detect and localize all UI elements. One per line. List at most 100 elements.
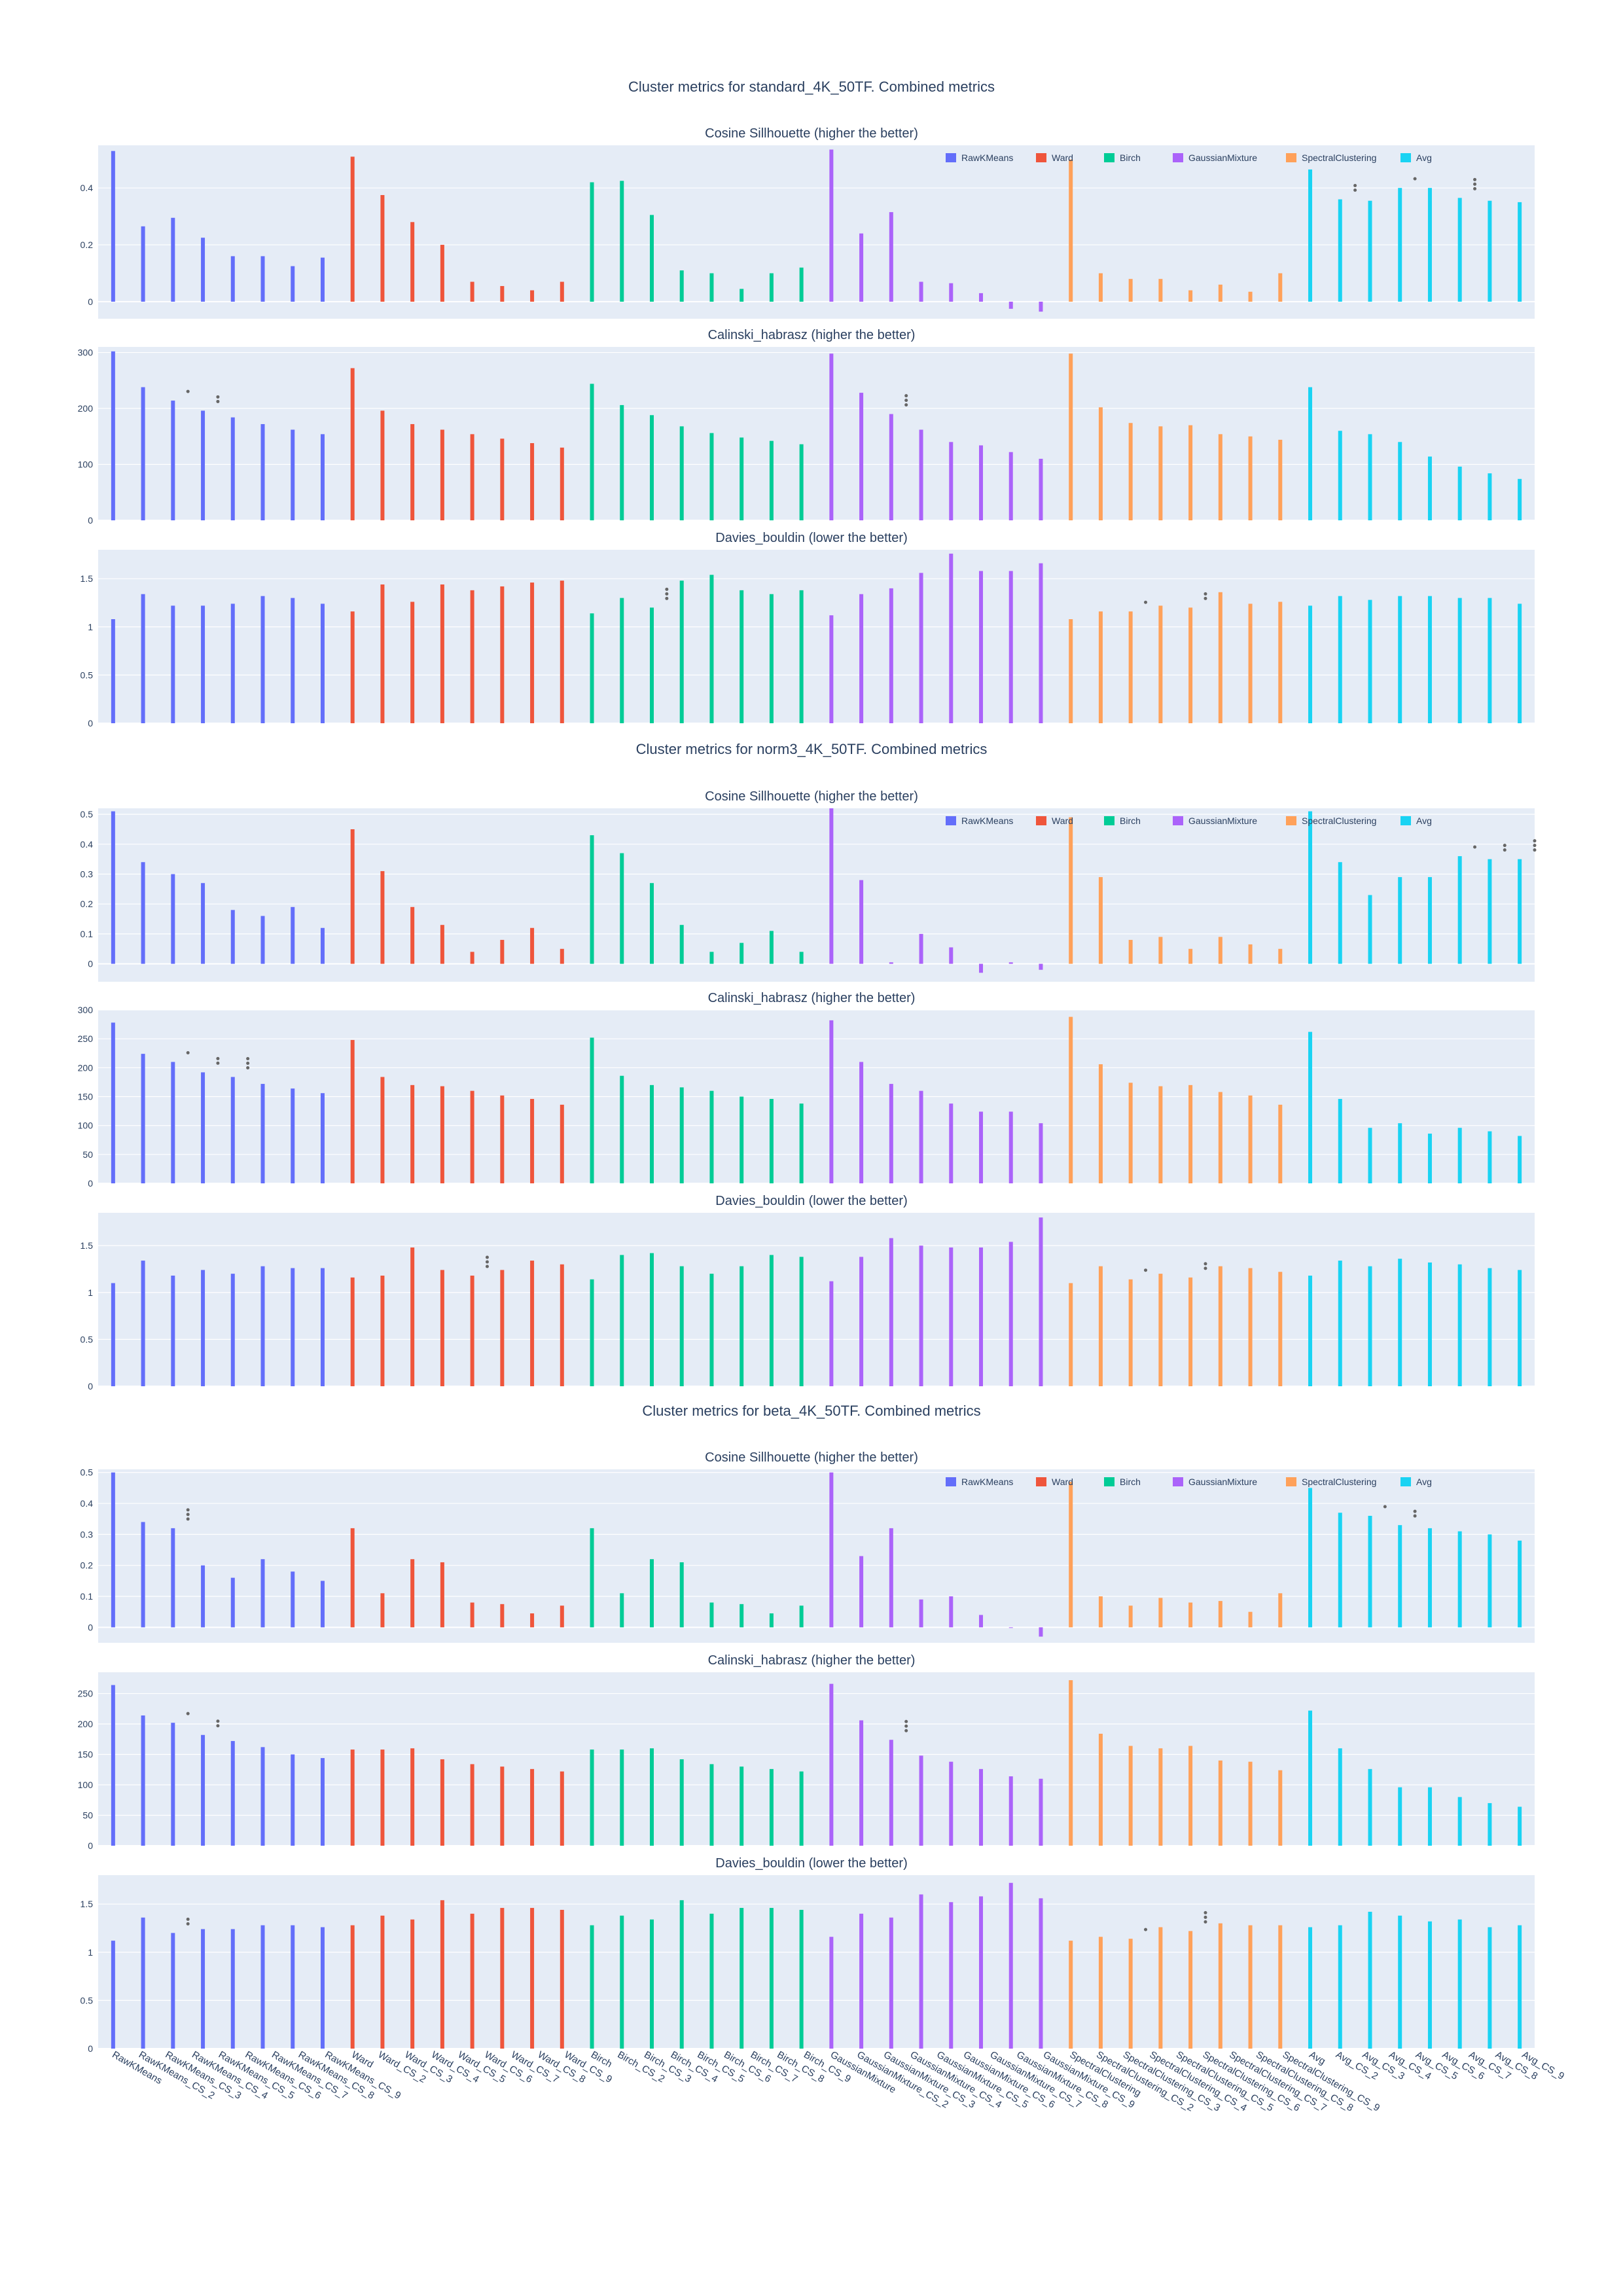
legend-swatch-Avg [1400,1477,1411,1486]
bar-GaussianMixture-28 [949,947,954,964]
legend-label-RawKMeans: RawKMeans [961,816,1013,826]
bar-RawKMeans-7 [320,1927,325,2049]
legend-label-Birch: Birch [1120,152,1141,163]
y-tick-label: 200 [78,1062,94,1073]
y-tick-label: 0 [88,296,93,307]
significance-marker [1503,848,1507,852]
bar-Ward-13 [500,1908,505,2049]
legend-label-Avg: Avg [1416,1477,1432,1487]
significance-marker [904,1719,908,1723]
significance-marker [186,1517,190,1521]
significance-marker [1413,177,1417,181]
bar-Avg-41 [1338,1925,1342,2049]
bar-Ward-10 [410,1085,415,1183]
bar-Birch-16 [590,1279,594,1386]
bar-Ward-9 [380,1275,385,1386]
legend-swatch-GaussianMixture [1173,153,1183,162]
bar-Avg-43 [1398,1259,1402,1386]
bar-Ward-13 [500,940,505,964]
bar-RawKMeans-7 [320,257,325,302]
bar-RawKMeans-7 [320,1268,325,1386]
bar-Avg-46 [1488,1927,1492,2049]
bar-Birch-21 [740,1908,744,2049]
significance-marker [1533,839,1537,843]
bar-RawKMeans-2 [171,605,175,723]
bar-GaussianMixture-27 [919,281,923,302]
bar-GaussianMixture-27 [919,1894,923,2049]
bar-SpectralClustering-34 [1128,940,1133,964]
bar-Avg-45 [1457,1128,1462,1183]
bar-RawKMeans-3 [201,410,205,520]
bar-Ward-8 [350,1749,355,1846]
bar-RawKMeans-4 [230,1274,235,1386]
bar-GaussianMixture-28 [949,1103,954,1183]
legend-swatch-Birch [1104,153,1115,162]
bar-RawKMeans-7 [320,1758,325,1846]
bar-GaussianMixture-27 [919,933,923,964]
y-tick-label: 0.4 [80,1498,94,1509]
bar-Ward-9 [380,195,385,302]
bar-GaussianMixture-27 [919,573,923,723]
bar-Ward-15 [560,281,564,302]
bar-Birch-21 [740,437,744,520]
bar-SpectralClustering-33 [1098,407,1103,520]
bar-GaussianMixture-29 [979,1768,984,1846]
bar-Ward-10 [410,1247,415,1386]
bar-Ward-14 [530,290,535,302]
bar-GaussianMixture-31 [1039,1123,1043,1183]
bar-Ward-13 [500,586,505,723]
bar-GaussianMixture-25 [859,393,864,520]
legend-label-Ward: Ward [1052,816,1073,826]
y-tick-label: 250 [78,1689,94,1699]
bar-SpectralClustering-37 [1218,592,1222,723]
bar-Avg-45 [1457,1919,1462,2049]
bar-Avg-43 [1398,1787,1402,1846]
bar-Birch-17 [620,1915,624,2049]
bar-SpectralClustering-35 [1158,1748,1163,1846]
bar-Birch-16 [590,384,594,520]
bar-Ward-9 [380,1593,385,1628]
bar-Ward-12 [470,1090,474,1183]
bar-GaussianMixture-31 [1039,301,1043,312]
bar-Ward-11 [440,1900,444,2049]
bar-SpectralClustering-38 [1248,1761,1253,1846]
bar-Ward-14 [530,1908,535,2049]
bar-Ward-8 [350,156,355,302]
bar-Avg-42 [1368,1266,1372,1386]
significance-marker [216,1056,220,1060]
bar-RawKMeans-3 [201,883,205,964]
bar-Birch-20 [709,1764,714,1846]
bar-Avg-47 [1518,1806,1522,1846]
bar-Birch-22 [769,594,774,723]
legend-label-Ward: Ward [1052,152,1073,163]
bar-Avg-40 [1308,1927,1313,2049]
bar-GaussianMixture-28 [949,1761,954,1846]
bar-Avg-45 [1457,466,1462,520]
bar-Ward-9 [380,870,385,964]
bar-Avg-40 [1308,1275,1313,1386]
y-tick-label: 0.1 [80,929,94,939]
y-tick-label: 0.1 [80,1591,94,1602]
bar-RawKMeans-0 [111,151,115,302]
bar-GaussianMixture-30 [1008,962,1013,964]
bar-Avg-44 [1427,1921,1432,2049]
significance-marker [1144,1268,1148,1272]
bar-GaussianMixture-31 [1039,1627,1043,1637]
bar-SpectralClustering-34 [1128,1746,1133,1846]
bar-SpectralClustering-33 [1098,877,1103,964]
bar-SpectralClustering-36 [1188,1746,1193,1846]
y-tick-label: 50 [82,1810,93,1821]
bar-SpectralClustering-39 [1278,1593,1283,1628]
bar-RawKMeans-7 [320,603,325,723]
bar-Ward-14 [530,443,535,520]
bar-SpectralClustering-32 [1069,159,1073,302]
bar-SpectralClustering-37 [1218,1601,1222,1628]
bar-RawKMeans-7 [320,1581,325,1628]
bar-RawKMeans-6 [291,906,295,964]
bar-Birch-17 [620,853,624,964]
bar-SpectralClustering-34 [1128,1605,1133,1628]
bar-RawKMeans-2 [171,874,175,964]
bar-Birch-22 [769,931,774,964]
bar-Birch-22 [769,1255,774,1386]
bar-GaussianMixture-25 [859,1556,864,1628]
